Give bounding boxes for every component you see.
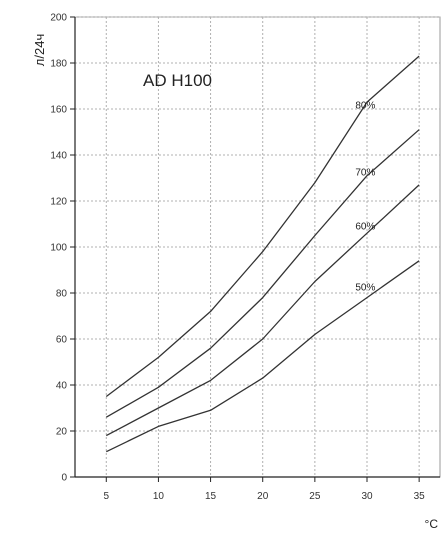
y-tick-label: 0 xyxy=(61,473,67,484)
x-axis-label: °C xyxy=(425,517,439,531)
x-tick-label: 10 xyxy=(153,491,165,502)
series-label: 60% xyxy=(355,222,375,233)
series-line-80pct xyxy=(105,55,420,398)
series-line-60pct xyxy=(105,184,420,437)
y-tick-label: 60 xyxy=(56,335,68,346)
y-tick-label: 100 xyxy=(50,243,67,254)
series-line-50pct xyxy=(106,260,420,453)
grid xyxy=(75,16,440,477)
y-tick-label: 40 xyxy=(56,381,68,392)
chart-title: AD H100 xyxy=(143,71,212,90)
y-tick-labels: 0 20 40 60 80 100 120 140 160 180 200 xyxy=(50,13,67,484)
series-label: 50% xyxy=(355,283,375,294)
x-tick-label: 5 xyxy=(104,491,110,502)
y-tick-label: 200 xyxy=(50,13,67,24)
y-tick-label: 180 xyxy=(50,59,67,70)
y-tick-label: 20 xyxy=(56,427,68,438)
series-line-70pct xyxy=(105,129,420,418)
x-tick-label: 35 xyxy=(414,491,426,502)
x-tick-label: 20 xyxy=(257,491,269,502)
y-tick-label: 120 xyxy=(50,197,67,208)
x-tick-label: 15 xyxy=(205,491,217,502)
axes xyxy=(70,16,440,482)
x-tick-labels: 5 10 15 20 25 30 35 xyxy=(104,491,426,502)
y-tick-label: 80 xyxy=(56,289,68,300)
series-labels: 80% 70% 60% 50% xyxy=(355,100,375,293)
x-tick-label: 30 xyxy=(361,491,373,502)
series-label: 80% xyxy=(355,100,375,111)
x-tick-label: 25 xyxy=(309,491,321,502)
y-tick-label: 140 xyxy=(50,151,67,162)
series-label: 70% xyxy=(355,168,375,179)
y-axis-label: л/24ч xyxy=(32,34,47,66)
series-lines xyxy=(105,55,420,453)
y-tick-label: 160 xyxy=(50,105,67,116)
